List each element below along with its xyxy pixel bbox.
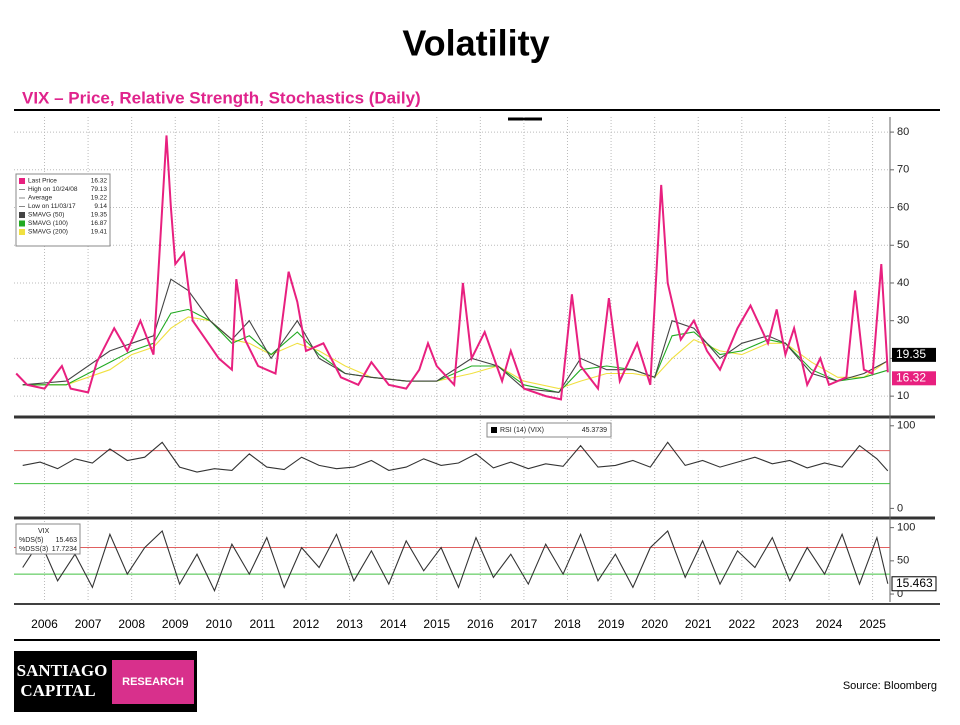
legend-value: 19.35	[91, 212, 108, 219]
x-tick-label: 2009	[162, 617, 189, 631]
x-tick-label: 2011	[250, 617, 276, 631]
slide-title: Volatility	[402, 23, 549, 64]
legend-value: 17.7234	[52, 546, 77, 553]
y-tick-label: 10	[897, 390, 909, 402]
legend-swatch	[19, 212, 25, 218]
legend-label: SMAVG (100)	[28, 220, 68, 227]
legend-label: RSI (14) (VIX)	[500, 427, 544, 434]
x-tick-label: 2017	[511, 617, 538, 631]
legend-value: 19.22	[91, 195, 108, 202]
series-line	[15, 135, 889, 401]
x-tick-label: 2014	[380, 617, 407, 631]
y-tick-label: 0	[897, 588, 903, 600]
legend-box	[15, 173, 111, 247]
logo-text: CAPITAL	[20, 681, 95, 700]
y-tick-label: 30	[897, 315, 909, 327]
legend-label: SMAVG (50)	[28, 212, 64, 219]
x-tick-label: 2020	[641, 617, 668, 631]
y-tick-label: 70	[897, 164, 909, 176]
legend-value: 16.32	[91, 178, 108, 185]
y-tick-label: 60	[897, 201, 909, 213]
x-tick-label: 2006	[31, 617, 58, 631]
legend-swatch	[19, 178, 25, 184]
legend-label: Low on 11/03/17	[28, 203, 76, 210]
end-tag	[891, 576, 937, 592]
x-tick-label: 2010	[205, 617, 232, 631]
end-tag	[892, 347, 936, 362]
y-tick-label: 0	[897, 502, 903, 514]
x-tick-label: 2021	[685, 617, 712, 631]
legend-value: 16.87	[91, 220, 108, 227]
y-tick-label: 40	[897, 277, 909, 289]
x-tick-label: 2008	[118, 617, 145, 631]
series-line	[22, 441, 889, 473]
end-tag	[892, 371, 936, 386]
series-line	[22, 316, 889, 390]
legend-value: 19.41	[91, 229, 108, 236]
legend-box	[15, 523, 81, 555]
end-tag-label: 15.463	[896, 576, 933, 590]
legend-value: 9.14	[94, 203, 107, 210]
y-tick-label: 80	[897, 126, 909, 138]
legend-label: %DSS(3)	[19, 546, 48, 553]
legend-swatch	[19, 229, 25, 235]
x-tick-label: 2015	[423, 617, 450, 631]
legend-label: Average	[28, 195, 52, 202]
legend-label: Last Price	[28, 178, 57, 185]
x-tick-label: 2012	[293, 617, 320, 631]
y-tick-label: 50	[897, 555, 909, 567]
series-line	[22, 308, 888, 394]
legend-value: 45.3739	[582, 427, 607, 434]
y-tick-label: 50	[897, 239, 909, 251]
y-tick-label: 100	[897, 522, 915, 534]
x-tick-label: 2022	[728, 617, 755, 631]
x-tick-label: 2023	[772, 617, 799, 631]
legend-swatch	[19, 220, 25, 227]
end-tag-label: 19.35	[896, 347, 926, 361]
legend-box	[486, 422, 612, 438]
x-tick-label: 2016	[467, 617, 494, 631]
legend-value: 15.463	[56, 537, 78, 544]
x-tick-label: 2018	[554, 617, 581, 631]
legend-swatch	[491, 427, 497, 433]
x-tick-label: 2025	[859, 617, 886, 631]
x-tick-label: 2013	[336, 617, 363, 631]
end-tag-label: 16.32	[896, 370, 926, 384]
logo-badge-text: RESEARCH	[122, 676, 184, 688]
y-tick-label: 100	[897, 420, 915, 432]
source: Source: Bloomberg	[843, 680, 937, 692]
x-tick-label: 2019	[598, 617, 625, 631]
legend-label: High on 10/24/08	[28, 186, 78, 193]
legend-label: SMAVG (200)	[28, 229, 68, 236]
legend-label: %DS(5)	[19, 537, 44, 544]
logo-badge	[112, 660, 194, 704]
x-tick-label: 2007	[75, 617, 102, 631]
subtitle: VIX – Price, Relative Strength, Stochast…	[22, 88, 421, 107]
legend-title: VIX	[38, 528, 50, 535]
x-tick-label: 2024	[816, 617, 843, 631]
logo-text: SANTIAGO	[17, 661, 108, 680]
series-line	[22, 530, 889, 593]
legend-value: 79.13	[91, 186, 108, 193]
